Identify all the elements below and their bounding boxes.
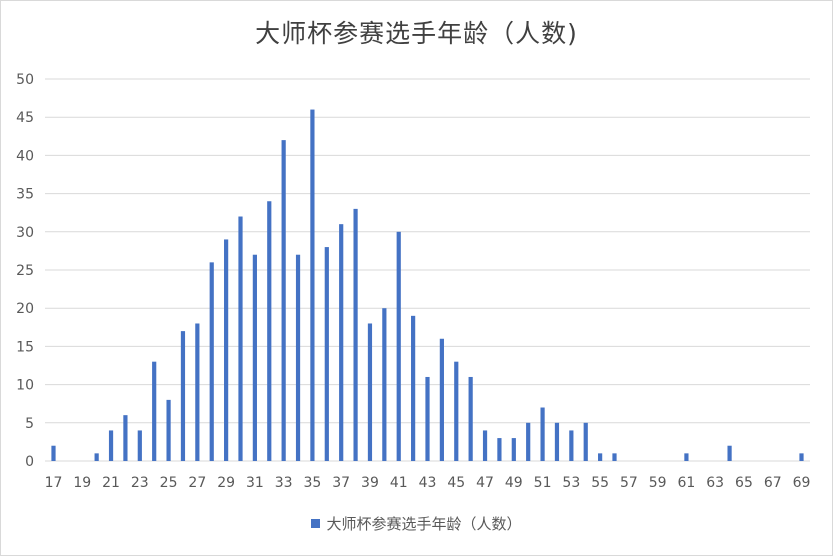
x-tick-label: 53 bbox=[562, 475, 580, 491]
x-tick-label: 27 bbox=[188, 475, 206, 491]
chart-title: 大师杯参赛选手年龄（人数) bbox=[255, 19, 578, 48]
bar-age-46 bbox=[468, 376, 473, 461]
bar-age-23 bbox=[137, 430, 142, 461]
gridlines bbox=[45, 78, 810, 462]
bar-age-44 bbox=[439, 338, 444, 461]
x-tick-label: 47 bbox=[476, 475, 494, 491]
y-tick-label: 5 bbox=[25, 416, 34, 432]
bar-age-22 bbox=[123, 415, 128, 461]
bar-age-38 bbox=[353, 208, 358, 461]
bar-age-36 bbox=[324, 247, 329, 461]
x-tick-label: 21 bbox=[102, 475, 120, 491]
bar-age-24 bbox=[152, 361, 157, 461]
x-tick-label: 59 bbox=[649, 475, 667, 491]
x-tick-label: 43 bbox=[419, 475, 437, 491]
bar-age-47 bbox=[482, 430, 488, 461]
y-tick-label: 15 bbox=[16, 339, 34, 355]
x-tick-label: 23 bbox=[131, 475, 149, 491]
bar-age-31 bbox=[252, 254, 257, 461]
bar-age-52 bbox=[554, 422, 560, 461]
x-tick-label: 61 bbox=[678, 475, 696, 491]
y-tick-label: 20 bbox=[16, 301, 34, 317]
bar-age-64 bbox=[727, 445, 732, 461]
x-tick-label: 63 bbox=[706, 475, 724, 491]
bar-age-35 bbox=[310, 109, 315, 461]
bar-age-34 bbox=[295, 254, 301, 461]
bar-age-45 bbox=[454, 361, 459, 461]
bar-age-28 bbox=[209, 262, 214, 461]
y-tick-label: 40 bbox=[16, 148, 34, 164]
x-tick-label: 49 bbox=[505, 475, 523, 491]
bar-age-32 bbox=[267, 201, 272, 462]
bar-age-51 bbox=[540, 407, 545, 461]
bars bbox=[51, 109, 804, 462]
bar-age-20 bbox=[94, 453, 99, 461]
bar-age-39 bbox=[367, 323, 373, 461]
bar-age-50 bbox=[526, 422, 531, 461]
x-tick-label: 19 bbox=[73, 475, 91, 491]
y-tick-label: 45 bbox=[16, 110, 34, 126]
bar-age-17 bbox=[51, 445, 56, 461]
y-tick-label: 10 bbox=[16, 378, 34, 394]
x-tick-label: 37 bbox=[332, 475, 350, 491]
x-axis-ticks: 17 19 21 23 25 27 29 31 33 35 37 39 41 43 45 47 49 51 53 55… bbox=[45, 475, 811, 491]
bar-age-54 bbox=[583, 422, 588, 461]
bar-age-41 bbox=[396, 231, 401, 461]
bar-age-61 bbox=[684, 453, 689, 461]
bar-age-37 bbox=[339, 224, 344, 461]
bar-age-49 bbox=[511, 438, 516, 461]
legend-swatch bbox=[311, 519, 321, 528]
legend-label: 大师杯参赛选手年龄（人数） bbox=[326, 515, 522, 533]
x-tick-label: 57 bbox=[620, 475, 638, 491]
bar-age-42 bbox=[411, 315, 416, 461]
bar-age-26 bbox=[180, 331, 186, 461]
x-tick-label: 35 bbox=[304, 475, 322, 491]
y-tick-label: 25 bbox=[16, 263, 34, 279]
x-tick-label: 41 bbox=[390, 475, 408, 491]
x-tick-label: 29 bbox=[217, 475, 235, 491]
y-tick-label: 30 bbox=[16, 225, 34, 241]
bar-age-21 bbox=[108, 430, 114, 461]
bar-age-53 bbox=[569, 430, 574, 461]
x-tick-label: 25 bbox=[160, 475, 178, 491]
x-tick-label: 17 bbox=[45, 475, 63, 491]
x-tick-label: 51 bbox=[534, 475, 552, 491]
x-tick-label: 45 bbox=[447, 475, 465, 491]
x-tick-label: 33 bbox=[275, 475, 293, 491]
bar-age-48 bbox=[497, 438, 502, 461]
bar-age-40 bbox=[382, 308, 387, 461]
x-tick-label: 31 bbox=[246, 475, 264, 491]
bar-age-55 bbox=[598, 453, 603, 461]
bar-age-29 bbox=[224, 239, 229, 461]
bar-age-27 bbox=[195, 323, 200, 461]
y-tick-label: 35 bbox=[16, 187, 34, 203]
bar-age-25 bbox=[166, 399, 171, 461]
x-tick-label: 55 bbox=[591, 475, 609, 491]
bar-age-33 bbox=[281, 140, 286, 461]
legend: 大师杯参赛选手年龄（人数） bbox=[0, 513, 833, 534]
x-tick-label: 39 bbox=[361, 475, 379, 491]
bar-age-30 bbox=[238, 216, 243, 461]
y-tick-label: 0 bbox=[25, 454, 34, 470]
y-tick-label: 50 bbox=[16, 72, 34, 88]
bar-age-56 bbox=[612, 453, 617, 461]
bar-age-43 bbox=[425, 376, 430, 461]
x-tick-label: 69 bbox=[793, 475, 811, 491]
x-tick-label: 67 bbox=[764, 475, 782, 491]
x-tick-label: 65 bbox=[735, 475, 753, 491]
y-axis-ticks: 0 5 10 15 20 25 30 35 40 45 50 bbox=[16, 72, 34, 470]
bar-age-69 bbox=[799, 453, 804, 461]
